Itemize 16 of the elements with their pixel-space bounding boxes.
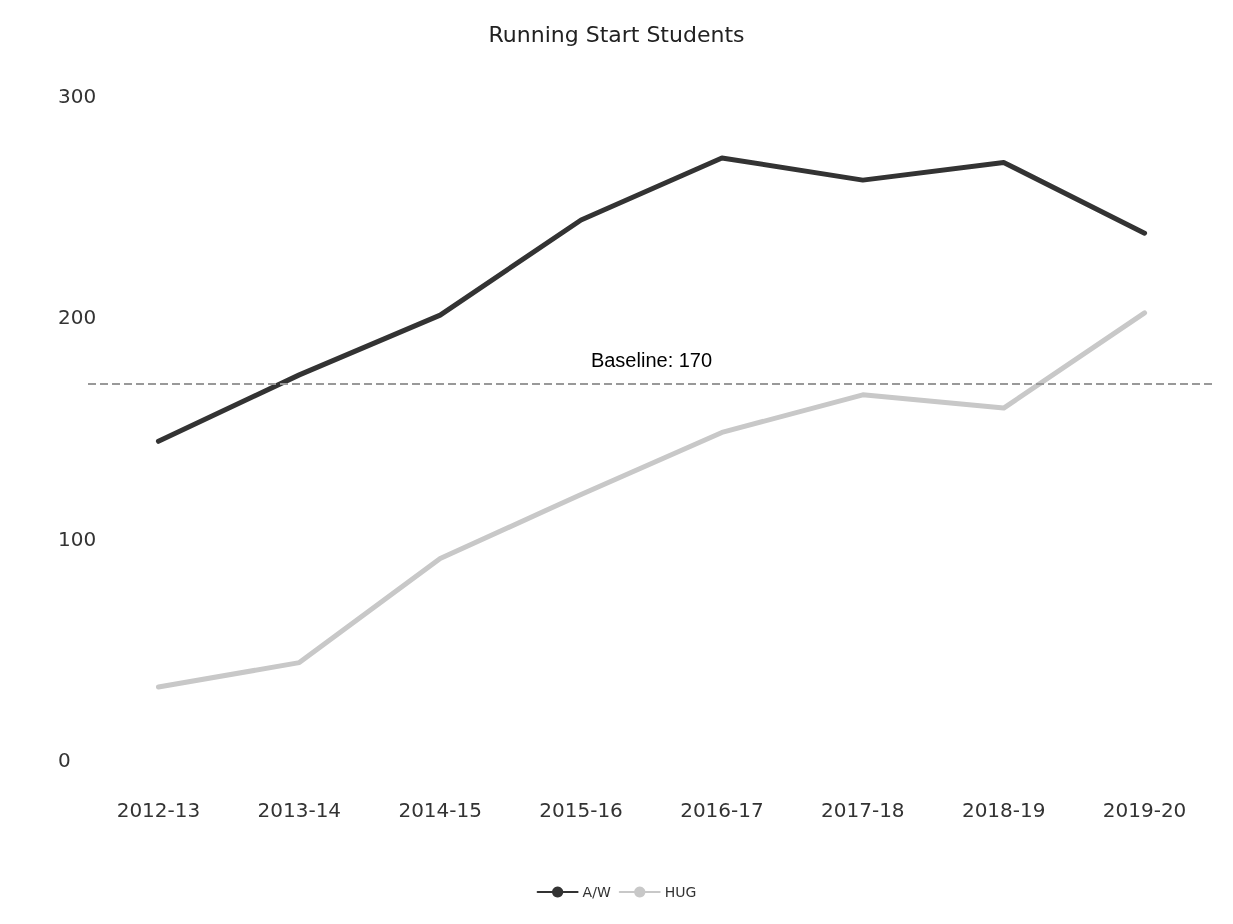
x-tick-label: 2015-16	[539, 798, 623, 822]
x-tick-label: 2016-17	[680, 798, 764, 822]
x-tick-label: 2018-19	[961, 798, 1046, 822]
x-tick-label: 2019-20	[1102, 798, 1187, 822]
legend-label: A/W	[582, 884, 611, 900]
x-tick-label: 2014-15	[398, 798, 482, 822]
chart-title: Running Start Students	[488, 21, 745, 47]
x-tick-label: 2012-13	[116, 798, 201, 822]
y-tick-label: 200	[58, 305, 97, 330]
y-tick-label: 100	[58, 526, 97, 551]
y-tick-label: 300	[58, 84, 97, 108]
y-tick-label: 0	[58, 748, 71, 772]
x-tick-label: 2013-14	[257, 798, 342, 822]
legend-label: HUG	[664, 884, 697, 900]
x-tick-label: 2017-18	[821, 798, 905, 822]
ref-line-label: Baseline: 170	[590, 348, 713, 371]
